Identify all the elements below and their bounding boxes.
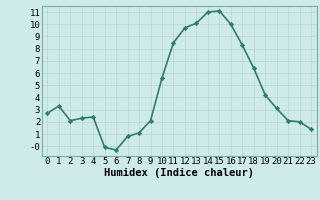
X-axis label: Humidex (Indice chaleur): Humidex (Indice chaleur) bbox=[104, 168, 254, 178]
